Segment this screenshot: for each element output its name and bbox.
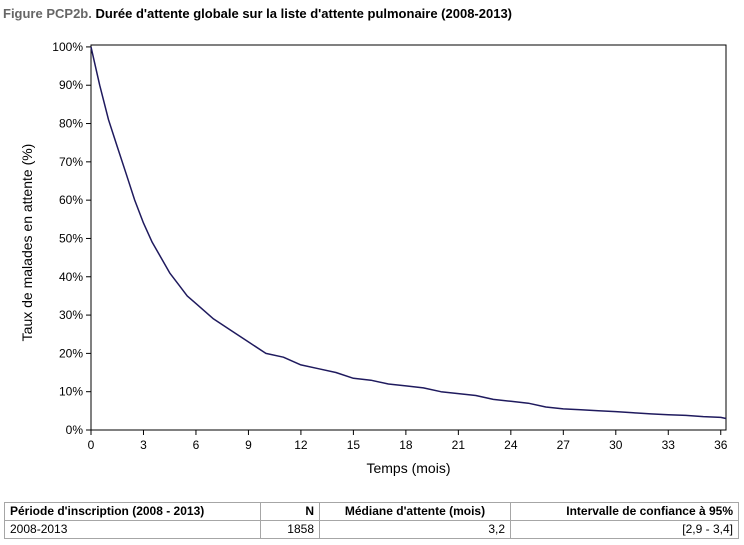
y-tick-label: 70% — [59, 155, 83, 169]
y-tick-label: 80% — [59, 117, 83, 131]
cell-ci: [2,9 - 3,4] — [510, 520, 739, 539]
plot-frame — [90, 44, 727, 431]
cell-median: 3,2 — [319, 520, 511, 539]
x-tick-label: 6 — [193, 438, 200, 452]
y-tick-label: 60% — [59, 193, 83, 207]
x-tick-label: 21 — [452, 438, 466, 452]
y-tick-label: 50% — [59, 231, 83, 245]
x-tick-label: 9 — [245, 438, 252, 452]
table-header-row: Période d'inscription (2008 - 2013) N Mé… — [4, 502, 739, 521]
x-tick-label: 12 — [294, 438, 308, 452]
x-tick-label: 0 — [88, 438, 95, 452]
cell-period: 2008-2013 — [4, 520, 261, 539]
y-tick-label: 30% — [59, 308, 83, 322]
cell-n: 1858 — [260, 520, 320, 539]
y-tick-label: 40% — [59, 270, 83, 284]
x-axis-label: Temps (mois) — [366, 460, 450, 476]
survival-curve — [90, 46, 727, 420]
x-tick-label: 36 — [714, 438, 728, 452]
x-tick-label: 3 — [140, 438, 147, 452]
survival-chart: 0 3 6 9 12 15 18 21 24 27 30 33 360%10%20%30%40%50%6… — [19, 40, 728, 476]
column-header-ci: Intervalle de confiance à 95% — [510, 502, 739, 521]
x-tick-label: 15 — [347, 438, 361, 452]
column-header-median: Médiane d'attente (mois) — [319, 502, 511, 521]
y-tick-label: 10% — [59, 385, 83, 399]
figure-title: Figure PCP2b. Durée d'attente globale su… — [3, 6, 512, 21]
y-tick-label: 100% — [52, 40, 83, 54]
table-row: 2008-2013 1858 3,2 [2,9 - 3,4] — [4, 520, 739, 539]
x-tick-label: 33 — [662, 438, 676, 452]
y-axis-label: Taux de malades en attente (%) — [19, 144, 35, 342]
x-tick-label: 30 — [609, 438, 623, 452]
summary-table: Période d'inscription (2008 - 2013) N Mé… — [4, 502, 739, 539]
x-tick-label: 18 — [399, 438, 413, 452]
figure-caption: Durée d'attente globale sur la liste d'a… — [95, 6, 513, 21]
x-tick-label: 24 — [504, 438, 518, 452]
figure-number: Figure PCP2b. — [3, 6, 92, 21]
x-tick-label: 27 — [557, 438, 571, 452]
y-tick-label: 20% — [59, 346, 83, 360]
y-tick-label: 90% — [59, 78, 83, 92]
column-header-n: N — [260, 502, 320, 521]
column-header-period: Période d'inscription (2008 - 2013) — [4, 502, 261, 521]
y-tick-label: 0% — [66, 423, 84, 437]
